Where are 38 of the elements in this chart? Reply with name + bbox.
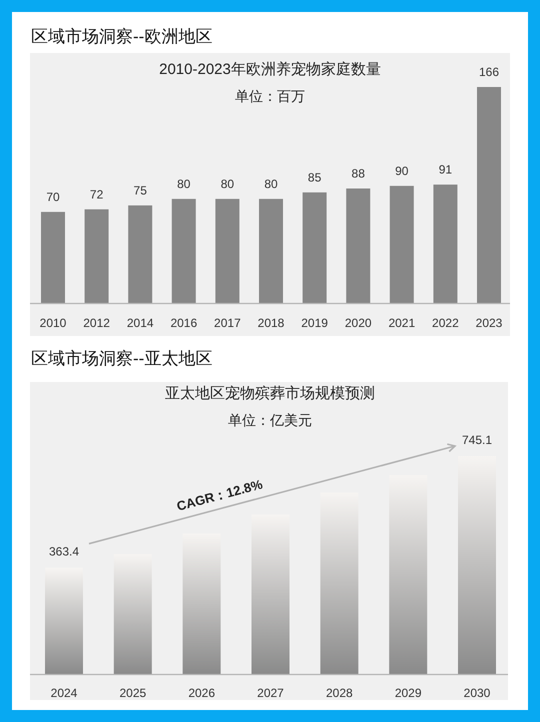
data-label: 80: [177, 176, 191, 191]
data-label: 80: [264, 176, 278, 191]
text: 区域市场洞察--欧洲地区: [31, 27, 212, 46]
data-label: 70: [46, 190, 60, 204]
x-tick-label: 2010: [40, 316, 67, 330]
data-label: 745.1: [462, 433, 492, 447]
x-tick-label: 2027: [257, 686, 284, 700]
data-label: 91: [438, 162, 452, 177]
chart-subtitle: 单位：亿美元: [228, 412, 312, 428]
x-tick-label: 2023: [476, 316, 503, 330]
data-label: 72: [90, 187, 104, 202]
x-tick-label: 2025: [119, 686, 147, 700]
data-label: 75: [134, 183, 148, 198]
x-tick-label: 2020: [344, 316, 372, 330]
x-tick-label: 2022: [432, 316, 460, 330]
data-label: 363.4: [48, 544, 80, 559]
chart-subtitle: 单位：百万: [235, 88, 305, 104]
x-tick-label: 2019: [301, 316, 328, 330]
x-tick-label: 2021: [388, 316, 416, 330]
x-tick-label: 2012: [83, 316, 110, 330]
annotation: CAGR：12.8%: [175, 476, 265, 514]
x-tick-label: 2024: [50, 686, 78, 700]
x-tick-label: 2028: [326, 686, 354, 700]
text: 区域市场洞察--亚太地区: [31, 349, 212, 368]
data-label: 166: [478, 65, 500, 79]
x-tick-label: 2026: [188, 686, 216, 700]
data-label: 90: [395, 164, 409, 178]
x-tick-label: 2029: [394, 686, 422, 700]
data-label: 88: [352, 166, 366, 180]
data-label: 80: [220, 176, 234, 191]
x-tick-label: 2014: [126, 316, 154, 330]
x-tick-label: 2017: [214, 316, 242, 330]
x-tick-label: 2018: [258, 316, 285, 330]
x-tick-label: 2016: [170, 316, 198, 330]
data-label: 85: [308, 170, 322, 184]
chart-title: 亚太地区宠物殡葬市场规模预测: [165, 385, 375, 402]
x-tick-label: 2030: [464, 686, 491, 700]
chart-title: 2010-2023年欧洲养宠物家庭数量: [159, 61, 381, 78]
